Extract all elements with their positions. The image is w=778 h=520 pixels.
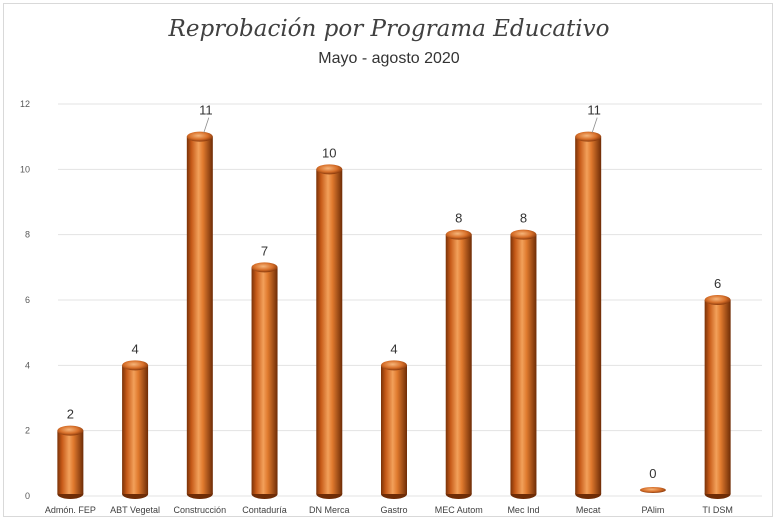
data-label-leader xyxy=(203,117,210,133)
chart-title: Reprobación por Programa Educativo xyxy=(168,16,610,42)
bar xyxy=(186,131,213,499)
bar xyxy=(575,131,602,499)
bar xyxy=(381,360,407,499)
bar xyxy=(510,229,537,499)
x-tick-label: DN Merca xyxy=(309,505,350,515)
bar xyxy=(639,487,666,493)
x-tick-label: Gastro xyxy=(380,505,407,515)
data-label: 4 xyxy=(390,341,397,356)
x-tick-label: Mecat xyxy=(576,505,601,515)
bar xyxy=(704,295,731,499)
y-tick-label: 6 xyxy=(25,295,30,305)
y-tick-label: 12 xyxy=(20,99,30,109)
x-tick-label: Contaduría xyxy=(242,505,287,515)
data-label: 11 xyxy=(587,103,601,118)
x-tick-label: MEC Autom xyxy=(435,505,483,515)
data-label: 8 xyxy=(455,211,462,226)
y-tick-label: 10 xyxy=(20,164,30,174)
data-label: 6 xyxy=(714,276,721,291)
data-label: 7 xyxy=(261,243,268,258)
data-label: 2 xyxy=(67,407,74,422)
y-tick-label: 4 xyxy=(25,360,30,370)
bar xyxy=(316,164,343,499)
x-tick-label: Admón. FEP xyxy=(45,505,96,515)
data-label: 10 xyxy=(322,145,336,160)
data-label: 11 xyxy=(199,103,213,118)
y-tick-label: 8 xyxy=(25,230,30,240)
y-tick-label: 0 xyxy=(25,491,30,501)
x-tick-label: Construcción xyxy=(174,505,227,515)
bar xyxy=(445,229,472,499)
data-label-leader xyxy=(591,117,598,133)
data-label: 8 xyxy=(520,211,527,226)
chart-subtitle: Mayo - agosto 2020 xyxy=(318,50,460,67)
x-tick-label: TI DSM xyxy=(702,505,733,515)
bar xyxy=(251,262,278,499)
x-tick-label: Mec Ind xyxy=(507,505,539,515)
y-tick-label: 2 xyxy=(25,426,30,436)
x-tick-label: PAlim xyxy=(641,505,664,515)
bar xyxy=(57,425,84,499)
data-label: 4 xyxy=(131,341,138,356)
x-tick-label: ABT Vegetal xyxy=(110,505,160,515)
bar xyxy=(122,360,149,499)
data-label: 0 xyxy=(649,466,656,481)
